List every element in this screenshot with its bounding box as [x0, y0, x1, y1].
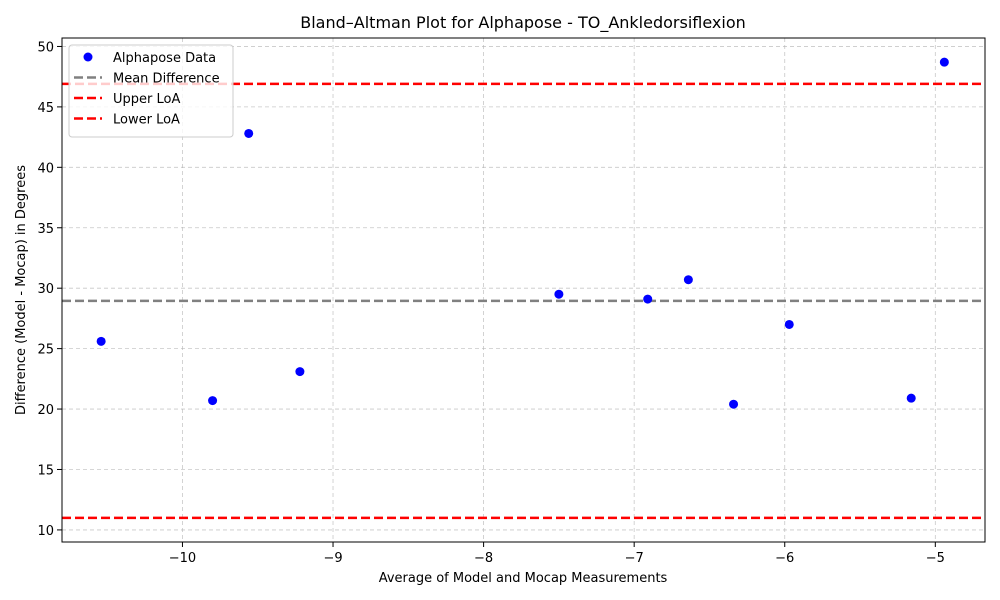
plot-area-frame — [61, 37, 986, 543]
chart-title: Bland–Altman Plot for Alphapose - TO_Ank… — [300, 13, 746, 33]
legend-box — [68, 44, 234, 138]
data-point — [729, 399, 739, 409]
x-tick-label: −9 — [323, 551, 342, 566]
y-axis-label: Difference (Model - Mocap) in Degrees — [14, 165, 29, 415]
y-tick-label: 30 — [37, 282, 54, 297]
data-point — [683, 275, 693, 285]
reference-lines — [62, 82, 985, 520]
data-points — [96, 57, 949, 409]
y-tick-label: 35 — [37, 222, 54, 237]
y-axis-ticks: 10 15 20 25 30 35 40 45 50 — [37, 40, 62, 539]
data-point — [643, 294, 653, 304]
x-axis-ticks: −10 −9 −8 −7 −6 −5 — [169, 542, 945, 566]
data-point — [554, 289, 564, 299]
legend-label: Mean Difference — [113, 72, 220, 87]
legend-marker — [83, 52, 93, 62]
data-point — [906, 393, 916, 403]
data-point — [244, 128, 254, 138]
data-point — [939, 57, 949, 67]
legend-label: Alphapose Data — [113, 51, 216, 66]
y-tick-label: 10 — [37, 524, 54, 539]
legend-label: Lower LoA — [113, 113, 180, 128]
y-tick-label: 20 — [37, 403, 54, 418]
data-point — [295, 367, 305, 377]
x-tick-label: −8 — [474, 551, 493, 566]
x-tick-label: −10 — [169, 551, 196, 566]
x-tick-label: −6 — [775, 551, 794, 566]
y-tick-label: 15 — [37, 463, 54, 478]
x-tick-label: −7 — [625, 551, 644, 566]
data-point — [208, 396, 218, 406]
x-tick-label: −5 — [926, 551, 945, 566]
y-tick-label: 50 — [37, 40, 54, 55]
y-tick-label: 25 — [37, 343, 54, 358]
y-tick-label: 40 — [37, 161, 54, 176]
y-tick-label: 45 — [37, 101, 54, 116]
data-point — [784, 319, 794, 329]
legend: Alphapose Data Mean Difference Upper LoA Lo… — [68, 44, 234, 138]
data-point — [96, 336, 106, 346]
x-axis-label: Average of Model and Mocap Measurements — [379, 571, 668, 586]
legend-label: Upper LoA — [113, 92, 180, 107]
